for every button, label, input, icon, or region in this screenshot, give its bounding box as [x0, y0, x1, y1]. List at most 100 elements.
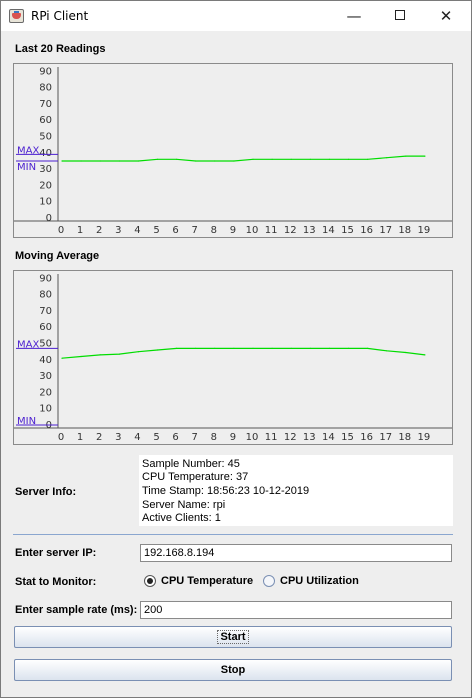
sample-number-text: Sample Number: 45: [142, 458, 240, 470]
data-point: [233, 347, 235, 349]
y-tick-label: 50: [39, 339, 52, 350]
x-tick-label: 11: [265, 225, 278, 236]
server-ip-input[interactable]: 192.168.8.194: [140, 544, 452, 562]
data-point: [80, 355, 82, 358]
x-tick-label: 13: [303, 225, 316, 236]
x-tick-label: 17: [379, 432, 392, 443]
x-tick-label: 16: [360, 225, 373, 236]
y-tick-label: 20: [39, 387, 52, 398]
data-point: [386, 157, 388, 159]
data-point: [118, 353, 120, 355]
data-point: [99, 160, 101, 162]
y-tick-label: 20: [39, 180, 52, 191]
time-stamp-text: Time Stamp: 18:56:23 10-12-2019: [142, 485, 310, 497]
y-tick-label: 70: [39, 306, 52, 317]
data-point: [214, 347, 216, 349]
data-point: [137, 160, 139, 162]
x-tick-label: 8: [211, 432, 217, 443]
x-tick-label: 3: [115, 225, 121, 236]
x-tick-label: 4: [134, 432, 140, 443]
data-point: [424, 354, 426, 356]
x-tick-label: 5: [153, 225, 159, 236]
x-tick-label: 15: [341, 432, 354, 443]
x-tick-label: 3: [115, 432, 121, 443]
y-tick-label: 80: [39, 83, 52, 94]
radio-checked-icon: [144, 575, 156, 587]
data-point: [309, 158, 311, 160]
readings-chart-title: Last 20 Readings: [15, 43, 106, 55]
min-marker-label: MIN: [17, 416, 36, 427]
y-tick-label: 60: [39, 115, 52, 126]
separator: [13, 534, 453, 535]
server-info-box: Sample Number: 45 CPU Temperature: 37 Ti…: [139, 455, 453, 526]
x-tick-label: 16: [360, 432, 373, 443]
x-tick-label: 14: [322, 432, 335, 443]
x-tick-label: 18: [398, 225, 411, 236]
y-tick-label: 60: [39, 322, 52, 333]
maximize-button[interactable]: [377, 1, 423, 31]
maximize-icon: [395, 10, 405, 20]
data-point: [347, 158, 350, 160]
sample-rate-input[interactable]: 200: [140, 601, 452, 619]
start-button-label: Start: [217, 630, 249, 644]
java-cup-icon: [9, 9, 24, 23]
x-tick-label: 7: [192, 432, 198, 443]
stop-button[interactable]: Stop: [14, 659, 452, 681]
data-point: [271, 158, 273, 160]
data-point: [424, 155, 426, 157]
start-button[interactable]: Start: [14, 626, 452, 648]
data-point: [290, 158, 292, 160]
average-chart-svg: 0102030405060708090012345678910111213141…: [14, 273, 452, 443]
x-tick-label: 17: [379, 225, 392, 236]
data-point: [61, 357, 63, 359]
data-point: [233, 160, 235, 162]
data-point: [80, 160, 82, 162]
x-tick-label: 2: [96, 432, 102, 443]
x-tick-label: 11: [265, 432, 278, 443]
x-tick-label: 0: [58, 432, 64, 443]
data-point: [271, 347, 273, 349]
data-point: [328, 347, 330, 349]
data-point: [386, 350, 388, 352]
x-tick-label: 14: [322, 225, 335, 236]
readings-chart: 0 10 20 30 40 50 60 70 80 90 0 1 2 3 4 5 6 7 8 9 10 11 12 13 14 1…: [13, 63, 453, 238]
x-tick-label: 8: [211, 225, 217, 236]
x-tick-label: 19: [418, 432, 431, 443]
max-marker-label: MAX: [17, 145, 39, 156]
data-point: [176, 158, 178, 160]
x-tick-label: 6: [172, 432, 178, 443]
y-tick-label: 90: [39, 273, 52, 284]
x-tick-label: 7: [192, 225, 198, 236]
data-point: [252, 347, 254, 349]
y-tick-label: 0: [46, 213, 52, 224]
data-point: [290, 347, 292, 349]
x-tick-label: 19: [418, 225, 431, 236]
minimize-button[interactable]: —: [346, 7, 362, 25]
series-line: [61, 347, 425, 359]
active-clients-text: Active Clients: 1: [142, 512, 221, 524]
server-ip-label: Enter server IP:: [15, 547, 97, 559]
y-tick-label: 40: [39, 148, 52, 159]
y-tick-label: 70: [39, 99, 52, 110]
max-marker-label: MAX: [17, 339, 39, 350]
close-button[interactable]: ✕: [439, 7, 453, 25]
y-tick-label: 30: [39, 371, 52, 382]
stat-to-monitor-label: Stat to Monitor:: [15, 576, 97, 588]
data-point: [367, 158, 369, 160]
cpu-utilization-radio-label: CPU Utilization: [280, 575, 359, 587]
x-tick-label: 0: [58, 225, 64, 236]
x-tick-label: 6: [172, 225, 178, 236]
x-tick-label: 10: [246, 225, 259, 236]
x-tick-label: 15: [341, 225, 354, 236]
data-point: [328, 158, 330, 160]
data-point: [214, 160, 216, 162]
plot-area: [58, 274, 441, 428]
x-tick-label: 9: [230, 225, 236, 236]
data-point: [252, 158, 254, 160]
x-tick-label: 12: [284, 432, 297, 443]
radio-unchecked-icon: [263, 575, 275, 587]
x-tick-label: 4: [134, 225, 140, 236]
title-bar[interactable]: RPi Client — ✕: [1, 1, 471, 31]
